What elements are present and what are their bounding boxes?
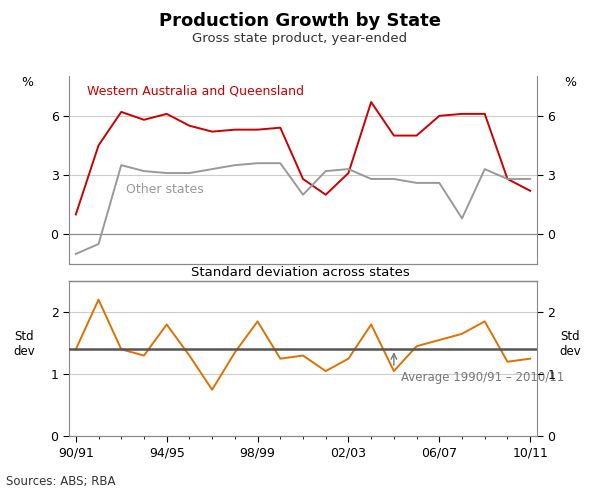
Text: Gross state product, year-ended: Gross state product, year-ended bbox=[193, 32, 407, 45]
Text: Other states: Other states bbox=[126, 183, 203, 196]
Text: Standard deviation across states: Standard deviation across states bbox=[191, 266, 409, 279]
Text: Sources: ABS; RBA: Sources: ABS; RBA bbox=[6, 475, 115, 488]
Text: %: % bbox=[21, 76, 33, 89]
Text: Production Growth by State: Production Growth by State bbox=[159, 12, 441, 31]
Text: Std
dev: Std dev bbox=[559, 330, 581, 358]
Text: Std
dev: Std dev bbox=[13, 330, 35, 358]
Text: Average 1990/91 – 2010/11: Average 1990/91 – 2010/11 bbox=[401, 371, 564, 384]
Text: Western Australia and Queensland: Western Australia and Queensland bbox=[87, 84, 304, 97]
Text: %: % bbox=[564, 76, 576, 89]
